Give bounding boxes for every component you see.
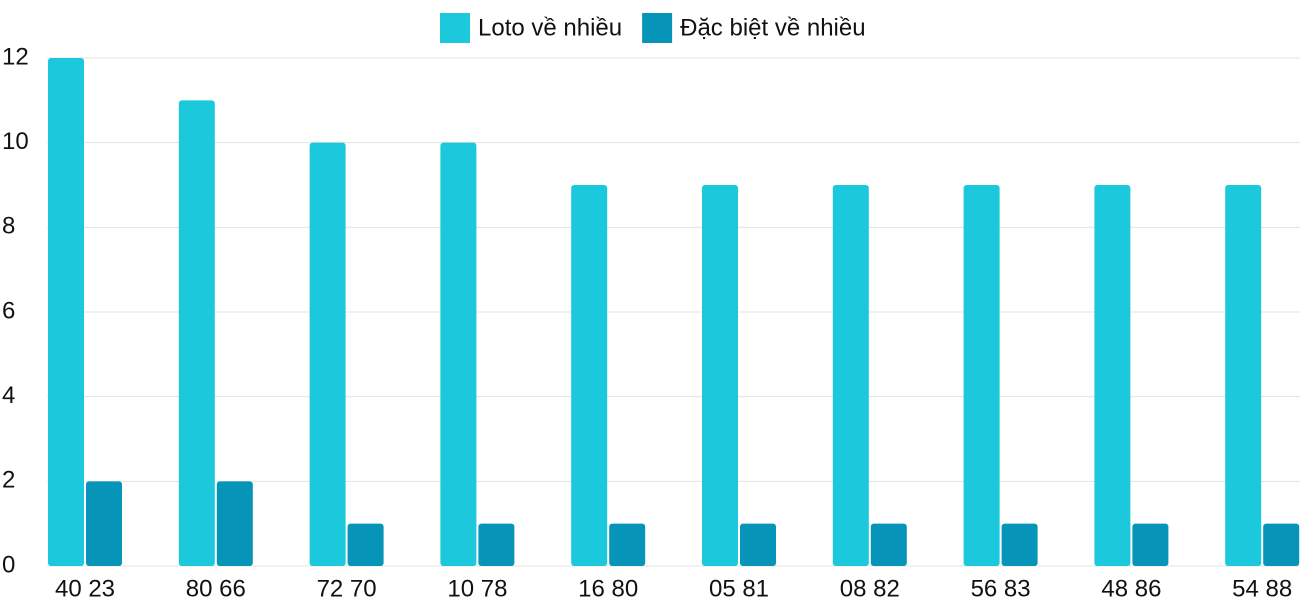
bar — [178, 100, 215, 566]
bar — [963, 185, 1000, 566]
x-tick-label: 08 82 — [840, 575, 900, 600]
x-tick-label: 56 83 — [971, 575, 1031, 600]
y-tick-label: 6 — [2, 297, 15, 324]
x-tick-label: 10 78 — [447, 575, 507, 600]
x-tick-label: 40 23 — [55, 575, 115, 600]
x-tick-label: 80 66 — [186, 575, 246, 600]
y-tick-label: 8 — [2, 213, 15, 240]
bar — [1132, 523, 1169, 566]
bar — [571, 185, 608, 566]
bar — [1094, 185, 1131, 566]
bar — [48, 58, 84, 566]
bar — [309, 142, 346, 566]
y-tick-label: 2 — [2, 467, 15, 494]
bar — [870, 523, 907, 566]
x-tick-label: 48 86 — [1101, 575, 1161, 600]
legend-swatch[interactable] — [642, 13, 673, 43]
x-tick-label: 54 88 — [1232, 575, 1292, 600]
bar — [440, 142, 477, 566]
bar — [1225, 185, 1262, 566]
legend-label[interactable]: Loto về nhiều — [478, 14, 622, 41]
bar — [1001, 523, 1038, 566]
bar — [702, 185, 738, 566]
legend-swatch[interactable] — [440, 13, 470, 43]
y-tick-label: 4 — [2, 382, 15, 409]
bar — [1263, 523, 1300, 566]
bar — [216, 481, 253, 566]
x-tick-label: 16 80 — [578, 575, 638, 600]
bar — [86, 481, 122, 566]
bar — [609, 523, 646, 566]
bar — [347, 523, 384, 566]
x-tick-label: 05 81 — [709, 575, 769, 600]
y-tick-label: 0 — [2, 551, 15, 578]
x-tick-label: 72 70 — [317, 575, 377, 600]
bar — [832, 185, 869, 566]
bar — [478, 523, 515, 566]
bar — [740, 523, 776, 566]
legend-label[interactable]: Đặc biệt về nhiều — [680, 14, 865, 41]
y-tick-label: 10 — [2, 128, 29, 155]
y-tick-label: 12 — [2, 43, 29, 70]
